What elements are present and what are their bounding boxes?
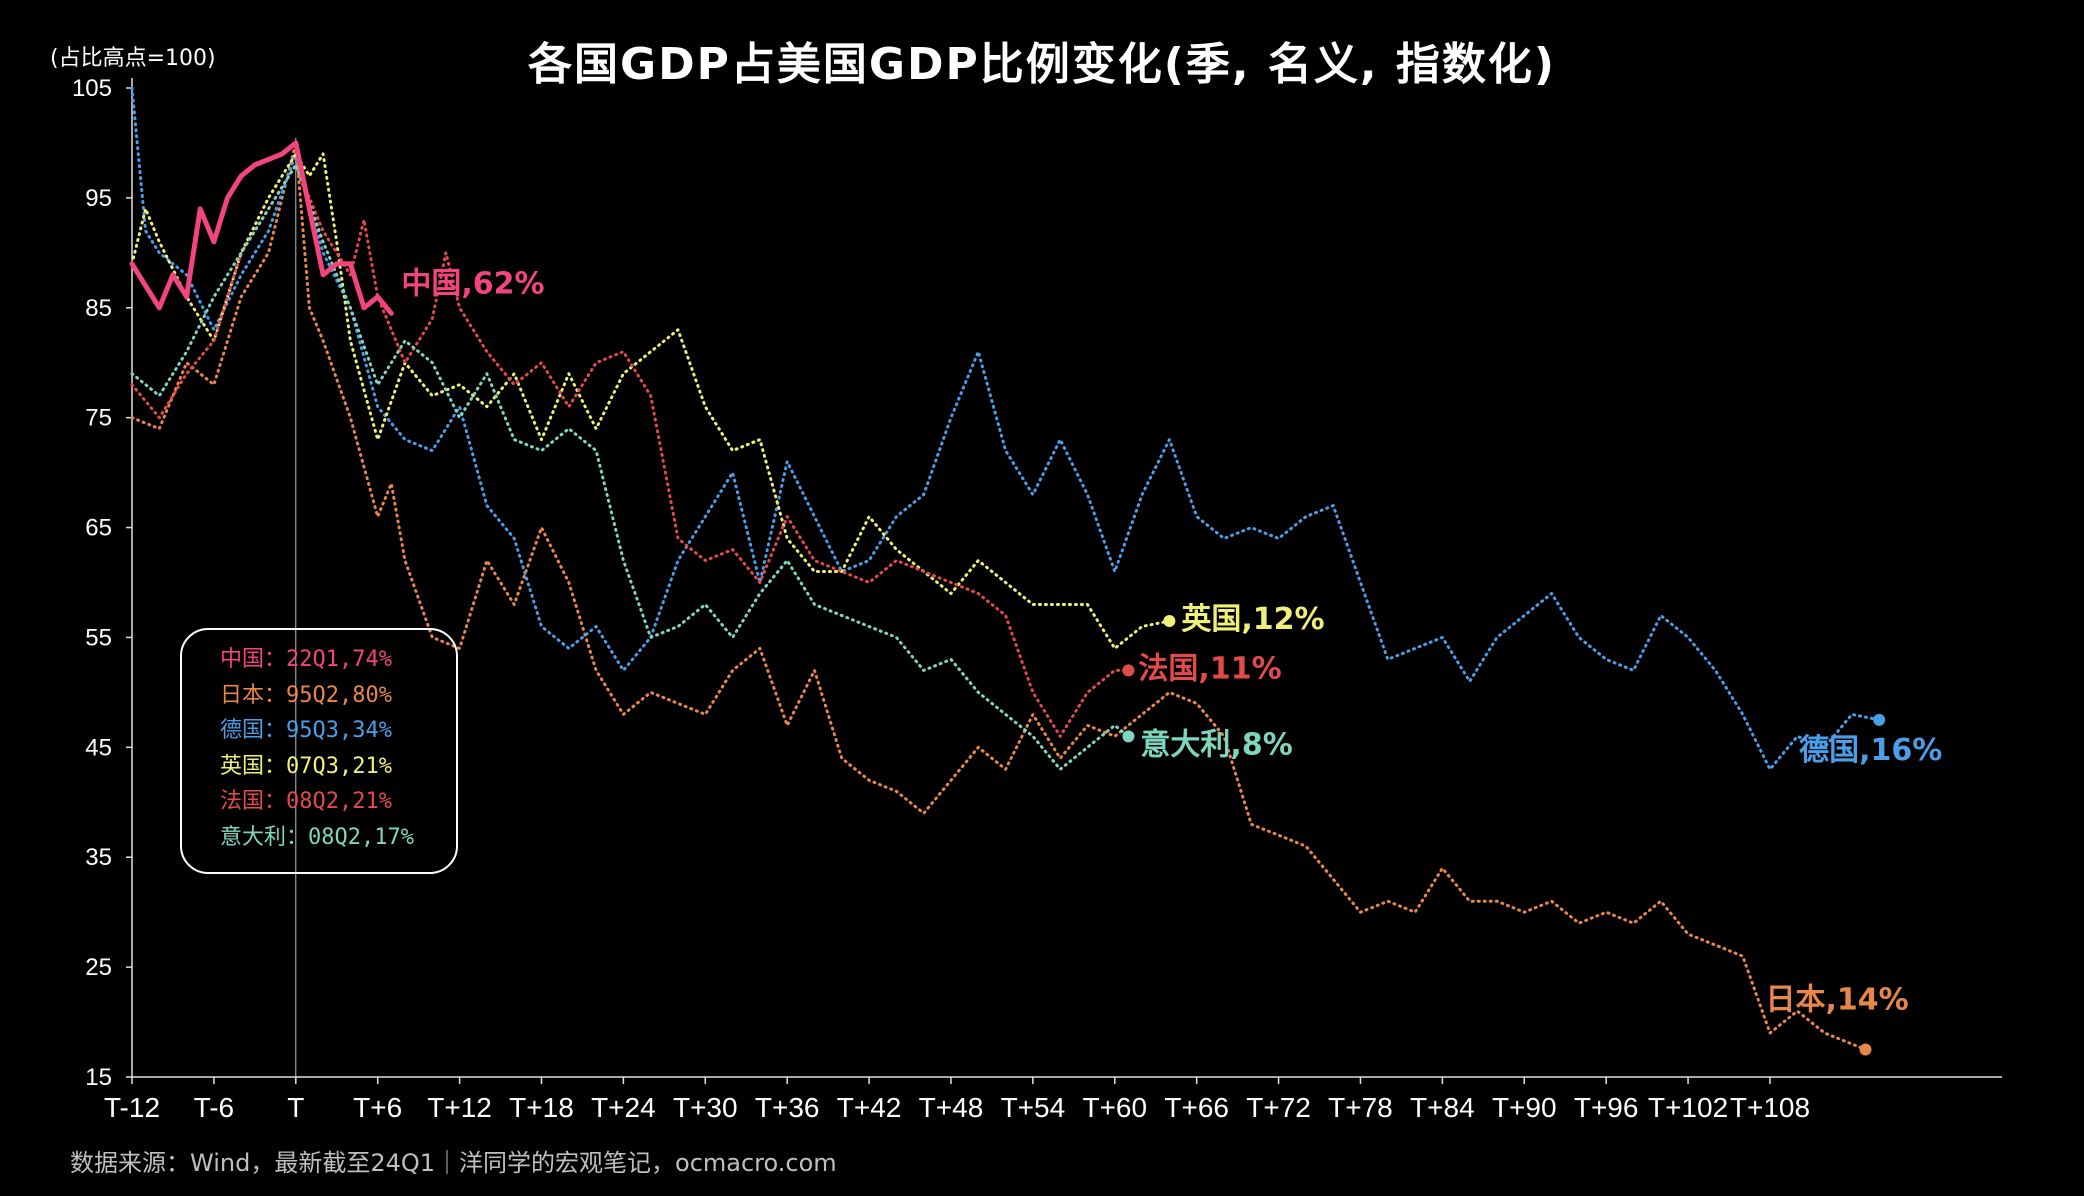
series-end-label-italy: 意大利,8% xyxy=(1140,727,1292,762)
series-end-label-germany: 德国,16% xyxy=(1799,733,1942,768)
x-tick-label: T+24 xyxy=(591,1092,656,1123)
legend-entry-italy: 意大利：08Q2,17% xyxy=(220,824,414,850)
x-tick-label: T+42 xyxy=(837,1092,902,1123)
x-tick-label: T+102 xyxy=(1648,1092,1728,1123)
x-tick-label: T+30 xyxy=(673,1092,738,1123)
series-end-label-china: 中国,62% xyxy=(401,266,544,301)
x-tick-label: T-6 xyxy=(194,1092,234,1123)
series-line-japan xyxy=(130,141,1867,1051)
x-tick-label: T+54 xyxy=(1001,1092,1066,1123)
y-tick-label: 55 xyxy=(85,624,112,651)
legend-entry-japan: 日本：95Q2,80% xyxy=(220,682,392,708)
series-end-dot-italy xyxy=(1122,730,1135,743)
y-tick-label: 95 xyxy=(85,185,112,212)
y-tick-label: 75 xyxy=(85,405,112,432)
series-end-dot-japan xyxy=(1859,1043,1872,1056)
x-tick-label: T+12 xyxy=(427,1092,492,1123)
legend-entry-france: 法国：08Q2,21% xyxy=(220,789,392,814)
y-tick-label: 85 xyxy=(85,295,112,322)
chart-title: 各国GDP占美国GDP比例变化(季, 名义, 指数化) xyxy=(527,39,1557,90)
series-end-label-france: 法国,11% xyxy=(1138,651,1281,686)
x-tick-label: T+60 xyxy=(1082,1092,1147,1123)
x-tick-label: T+66 xyxy=(1164,1092,1229,1123)
series-end-label-uk: 英国,12% xyxy=(1181,602,1324,637)
x-tick-label: T+108 xyxy=(1730,1092,1810,1123)
y-tick-label: 15 xyxy=(85,1064,112,1091)
series-line-uk xyxy=(130,152,1171,650)
x-tick-label: T+6 xyxy=(353,1092,402,1123)
peak-legend-box: 中国：22Q1,74% 日本：95Q2,80% 德国：95Q3,34% 英国：0… xyxy=(180,628,458,874)
y-tick-label: 35 xyxy=(85,844,112,871)
y-tick-label: 105 xyxy=(72,75,112,102)
series-line-germany xyxy=(130,86,1881,771)
x-tick-label: T+48 xyxy=(919,1092,984,1123)
series-line-italy xyxy=(130,163,1130,771)
y-axis-unit-note: (占比高点=100) xyxy=(50,46,216,71)
x-tick-label: T-12 xyxy=(104,1092,160,1123)
x-tick-label: T+36 xyxy=(755,1092,820,1123)
y-tick-label: 45 xyxy=(85,734,112,761)
y-tick-label: 65 xyxy=(85,515,112,542)
series-end-label-japan: 日本,14% xyxy=(1766,983,1909,1018)
y-tick-label: 25 xyxy=(85,954,112,981)
x-tick-label: T+18 xyxy=(509,1092,574,1123)
series-end-dot-uk xyxy=(1163,614,1176,627)
x-tick-label: T+90 xyxy=(1492,1092,1557,1123)
series-line-france xyxy=(130,163,1130,738)
series-line-china xyxy=(129,140,394,316)
source-note: 数据来源：Wind，最新截至24Q1｜洋同学的宏观笔记，ocmacro.com xyxy=(70,1149,837,1177)
legend-entry-china: 中国：22Q1,74% xyxy=(220,647,392,672)
x-tick-label: T+78 xyxy=(1328,1092,1393,1123)
legend-entry-germany: 德国：95Q3,34% xyxy=(220,718,392,743)
legend-entry-uk: 英国：07Q3,21% xyxy=(220,753,392,779)
series-end-dot-germany xyxy=(1873,713,1886,726)
x-tick-label: T+84 xyxy=(1410,1092,1475,1123)
x-tick-label: T+96 xyxy=(1574,1092,1639,1123)
x-tick-label: T+72 xyxy=(1246,1092,1311,1123)
series-end-dot-france xyxy=(1122,664,1135,677)
x-tick-label: T xyxy=(287,1092,304,1123)
